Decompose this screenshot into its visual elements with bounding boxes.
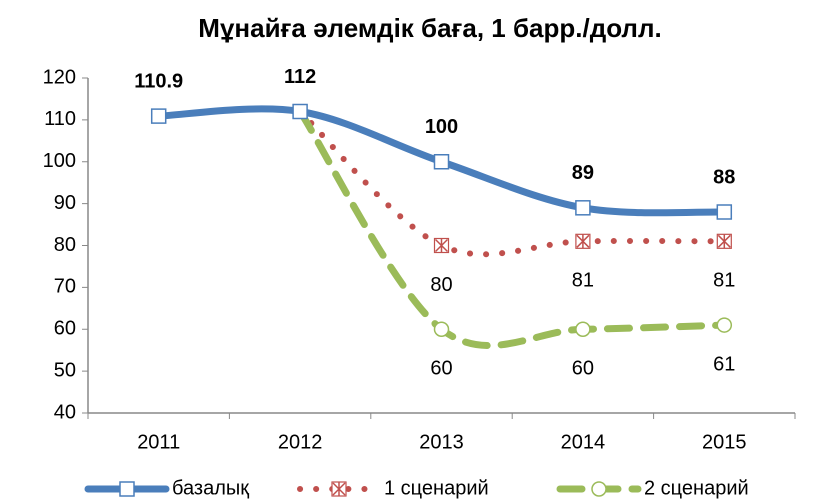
marker [716,233,732,249]
marker [716,204,733,220]
marker [575,200,591,216]
series-line [296,108,728,349]
chart-title: Мұнайға әлемдік баға, 1 барр./долл. [198,13,661,43]
data-label: 112 [284,66,316,88]
data-label: 61 [713,353,735,375]
marker [716,317,733,333]
data-label: 81 [713,270,735,292]
marker [575,321,591,337]
data-label: 89 [572,162,594,184]
y-tick-label: 120 [43,66,76,88]
data-label: 60 [572,358,594,380]
data-label: 110.9 [134,70,183,92]
data-label: 88 [713,166,735,188]
y-tick-label: 100 [43,150,76,172]
data-label: 81 [572,270,594,292]
marker [575,233,591,249]
legend-label: 1 сценарий [384,477,489,499]
y-tick-label: 90 [54,192,76,214]
marker [433,237,450,254]
y-tick-label: 80 [54,234,76,256]
data-label: 100 [425,116,458,138]
x-tick-label: 2015 [702,431,747,453]
marker [150,108,167,124]
marker [433,154,450,170]
marker-part [434,238,449,253]
y-tick-label: 70 [54,276,76,298]
legend-marker [119,481,135,497]
legend-label: базалық [172,477,249,499]
marker-part [332,482,346,496]
series-line [297,108,728,258]
data-label: 80 [430,274,452,296]
x-tick-label: 2012 [278,431,323,453]
y-tick-label: 40 [54,401,76,423]
marker-part [717,234,731,249]
legend-label: 2 сценарий [644,477,749,499]
y-tick-label: 50 [54,359,76,381]
x-tick-label: 2014 [561,431,606,453]
marker [292,103,308,120]
y-tick-label: 60 [54,318,76,340]
y-tick-label: 110 [44,108,76,130]
data-label: 60 [430,358,452,380]
marker-part [576,234,590,249]
x-tick-label: 2013 [419,431,464,453]
legend-marker [591,481,607,497]
x-tick-label: 2011 [137,431,180,453]
marker [433,321,450,337]
legend-marker [331,481,347,497]
